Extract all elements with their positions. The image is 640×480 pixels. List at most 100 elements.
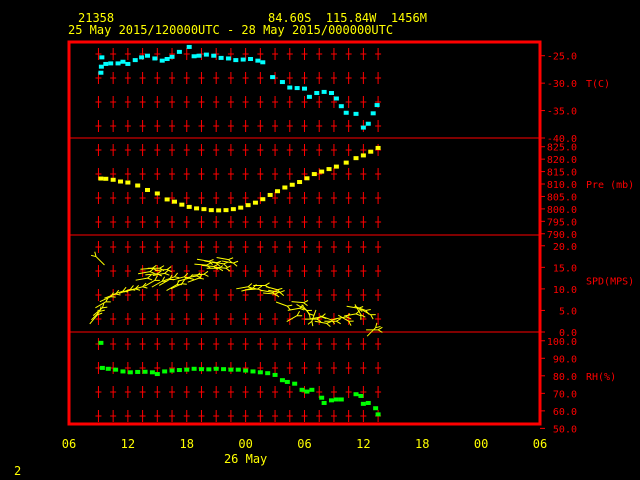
wind-vector: [338, 314, 354, 326]
grid-marker: [227, 289, 234, 301]
grid-marker: [169, 313, 176, 325]
grid-marker: [154, 144, 161, 156]
temperature-point: [365, 121, 371, 126]
humidity-point: [250, 369, 256, 374]
grid-marker: [375, 362, 382, 374]
grid-marker: [95, 216, 102, 228]
grid-marker: [198, 192, 205, 204]
grid-marker: [375, 72, 382, 84]
temperature-point: [108, 61, 114, 66]
grid-marker: [227, 265, 234, 277]
humidity-point: [284, 379, 290, 384]
humidity-point: [373, 406, 379, 411]
grid-marker: [257, 265, 264, 277]
pressure-axis-label: Pre (mb): [586, 180, 634, 191]
grid-marker: [375, 192, 382, 204]
grid-marker: [139, 72, 146, 84]
wind-vector: [314, 320, 332, 328]
grid-marker: [360, 96, 367, 108]
wind-vector: [366, 322, 381, 337]
grid-marker: [375, 386, 382, 398]
humidity-point: [279, 378, 285, 383]
grid-marker: [272, 362, 279, 374]
grid-marker: [183, 386, 190, 398]
grid-marker: [316, 144, 323, 156]
humidity-point: [243, 368, 249, 373]
time-range: 25 May 2015/120000UTC - 28 May 2015/0000…: [68, 23, 394, 37]
grid-marker: [227, 72, 234, 84]
grid-marker: [375, 168, 382, 180]
grid-marker: [169, 96, 176, 108]
humidity-tick-label: 60.0: [553, 407, 577, 418]
pressure-point: [238, 205, 244, 210]
grid-marker: [330, 144, 337, 156]
pressure-point: [343, 160, 349, 165]
grid-marker: [110, 120, 117, 132]
temperature-point: [186, 44, 192, 49]
humidity-point: [221, 367, 227, 372]
grid-marker: [286, 362, 293, 374]
grid-marker: [316, 72, 323, 84]
humidity-point: [142, 369, 148, 374]
grid-marker: [375, 265, 382, 277]
grid-marker: [242, 410, 249, 422]
grid-marker: [286, 48, 293, 60]
grid-marker: [301, 72, 308, 84]
grid-marker: [124, 265, 131, 277]
grid-marker: [169, 144, 176, 156]
humidity-point: [191, 366, 197, 371]
grid-marker: [139, 289, 146, 301]
grid-marker: [169, 168, 176, 180]
temperature-axis-label: T(C): [586, 79, 610, 90]
grid-marker: [183, 338, 190, 350]
grid-marker: [198, 72, 205, 84]
pressure-point: [110, 177, 116, 182]
humidity-point: [292, 381, 298, 386]
grid-marker: [110, 338, 117, 350]
grid-marker: [360, 72, 367, 84]
wind-vector: [214, 265, 231, 272]
grid-marker: [316, 120, 323, 132]
grid-marker: [183, 410, 190, 422]
humidity-point: [257, 370, 263, 375]
temperature-point: [343, 110, 349, 115]
grid-marker: [183, 48, 190, 60]
humidity-tick-label: 70.0: [553, 389, 577, 400]
day-label: 26 May: [224, 452, 267, 466]
grid-marker: [242, 313, 249, 325]
temperature-point: [338, 104, 344, 109]
grid-marker: [95, 386, 102, 398]
grid-marker: [183, 241, 190, 253]
grid-marker: [169, 289, 176, 301]
grid-marker: [169, 386, 176, 398]
grid-marker: [213, 410, 220, 422]
grid-marker: [139, 410, 146, 422]
wind-tick-label: 20.0: [553, 242, 577, 253]
grid-marker: [124, 96, 131, 108]
x-tick-label: 06: [62, 437, 76, 451]
grid-marker: [345, 362, 352, 374]
temperature-tick-label: -25.0: [547, 52, 577, 63]
grid-marker: [360, 216, 367, 228]
grid-marker: [345, 338, 352, 350]
wind-tick-label: 0.0: [559, 328, 577, 339]
humidity-point: [309, 387, 315, 392]
grid-marker: [345, 265, 352, 277]
wind-vector: [123, 284, 141, 293]
grid-marker: [360, 313, 367, 325]
grid-marker: [301, 338, 308, 350]
wind-vector: [301, 304, 315, 319]
grid-marker: [345, 289, 352, 301]
grid-marker: [257, 144, 264, 156]
wind-vector: [360, 308, 376, 320]
wind-vector: [170, 279, 187, 290]
grid-marker: [154, 289, 161, 301]
wind-vector: [263, 291, 280, 298]
humidity-point: [99, 365, 105, 370]
grid-marker: [183, 144, 190, 156]
grid-marker: [360, 338, 367, 350]
pressure-point: [252, 200, 258, 205]
grid-marker: [110, 216, 117, 228]
x-tick-label: 12: [121, 437, 135, 451]
pressure-point: [230, 207, 236, 212]
